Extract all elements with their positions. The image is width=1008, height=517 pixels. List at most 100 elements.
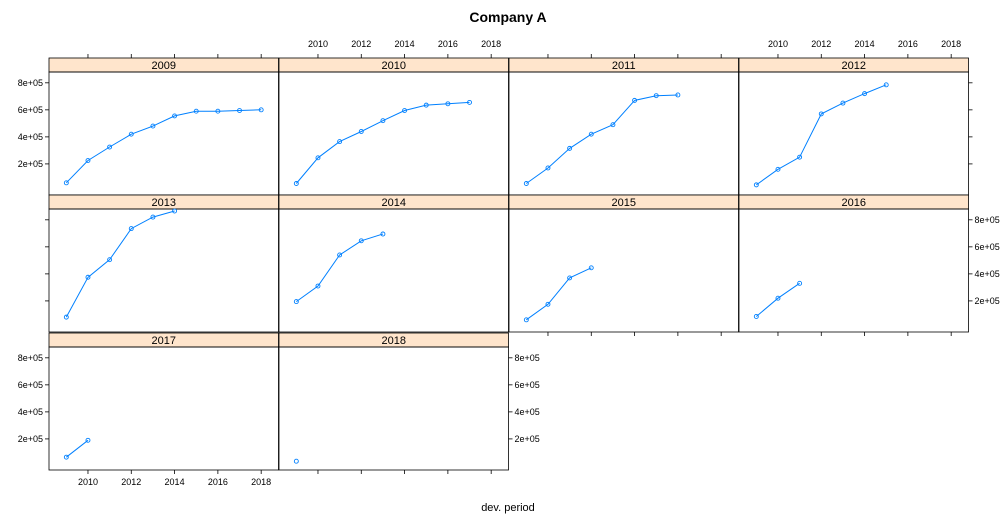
data-point-2010-2016	[445, 101, 451, 107]
data-point-2017-2010	[85, 437, 91, 443]
data-point-2014-2011	[337, 252, 343, 258]
y-tick-label-2009-1: 4e+05	[18, 132, 43, 142]
panel-strip-label-2013: 2013	[152, 197, 176, 209]
panel-frame-2011	[508, 71, 739, 196]
data-point-2012-2012	[818, 111, 824, 117]
panel-strip-label-2016: 2016	[842, 197, 866, 209]
data-point-2013-2011	[107, 257, 113, 263]
panel-strip-label-2017: 2017	[152, 335, 176, 347]
data-point-2010-2009	[293, 181, 299, 186]
data-point-2016-2010	[775, 295, 781, 301]
panel-frame-2012	[738, 71, 969, 196]
series-line-2010	[295, 101, 470, 184]
data-point-2010-2013	[380, 118, 386, 124]
panel-frame-2015	[508, 208, 739, 333]
data-point-2009-2016	[215, 108, 221, 114]
data-point-2012-2011	[797, 154, 803, 160]
data-point-2009-2009	[63, 180, 69, 186]
x-tick-label-top-2010-4: 2018	[481, 39, 501, 49]
series-line-2017	[65, 439, 89, 458]
data-point-2009-2017	[237, 108, 242, 113]
panel-strip-label-2018: 2018	[382, 335, 406, 347]
data-point-2016-2009	[753, 314, 759, 319]
data-point-2014-2009	[293, 299, 299, 305]
data-point-2011-2011	[567, 145, 573, 151]
data-point-2011-2014	[632, 97, 638, 103]
panel-frame-2018	[278, 346, 509, 471]
data-point-2009-2011	[107, 144, 113, 150]
data-point-2012-2010	[775, 166, 781, 172]
series-line-2016	[755, 282, 800, 317]
x-tick-label-bottom-2017-4: 2018	[251, 477, 271, 487]
y-tick-label-2009-2: 6e+05	[18, 105, 43, 115]
x-tick-label-top-2012-4: 2018	[941, 39, 961, 49]
data-point-2017-2009	[63, 454, 69, 460]
y-tick-label-2009-3: 8e+05	[18, 78, 43, 88]
panel-strip-label-2009: 2009	[152, 60, 176, 72]
data-point-2010-2017	[467, 99, 472, 105]
data-point-2012-2013	[840, 100, 846, 106]
data-point-2011-2012	[588, 131, 594, 137]
data-point-2014-2010	[315, 283, 321, 289]
data-point-2011-2009	[523, 181, 529, 186]
panel-frame-2016	[738, 208, 969, 333]
x-tick-label-bottom-2017-3: 2016	[208, 477, 228, 487]
data-point-2012-2014	[862, 91, 868, 97]
data-point-2012-2015	[883, 82, 889, 88]
data-point-2010-2010	[315, 155, 321, 161]
data-point-2013-2010	[85, 274, 91, 280]
data-point-2009-2014	[172, 113, 178, 119]
y-tick-label-2017-0: 2e+05	[18, 434, 43, 444]
data-point-2009-2015	[193, 108, 199, 114]
x-tick-label-top-2012-0: 2010	[768, 39, 788, 49]
series-line-2014	[296, 233, 384, 303]
y-tick-label-2017-2: 6e+05	[18, 380, 43, 390]
panel-strip-label-2015: 2015	[612, 197, 636, 209]
y-tick-label-right-2018-2: 6e+05	[515, 380, 540, 390]
panel-frame-2009	[48, 71, 279, 196]
data-point-2013-2014	[172, 208, 178, 214]
data-point-2013-2012	[128, 226, 134, 232]
data-point-2013-2013	[150, 214, 156, 220]
x-tick-label-top-2010-0: 2010	[308, 39, 328, 49]
data-point-2012-2009	[753, 182, 759, 188]
data-point-2015-2009	[523, 317, 529, 323]
y-tick-label-2017-1: 4e+05	[18, 407, 43, 417]
y-tick-label-right-2018-0: 2e+05	[515, 434, 540, 444]
data-point-2014-2012	[358, 238, 364, 244]
y-tick-label-right-2018-1: 4e+05	[515, 407, 540, 417]
data-point-2015-2011	[567, 275, 573, 281]
y-tick-label-right-2016-0: 2e+05	[975, 296, 1000, 306]
data-point-2015-2010	[545, 301, 551, 307]
panel-strip-label-2012: 2012	[842, 60, 866, 72]
chart-title: Company A	[469, 9, 546, 25]
y-tick-label-right-2018-3: 8e+05	[515, 353, 540, 363]
panel-frame-2014	[278, 208, 509, 333]
x-tick-label-top-2012-1: 2012	[811, 39, 831, 49]
data-point-2018-2009	[293, 458, 299, 464]
panel-strip-label-2011: 2011	[612, 60, 636, 72]
panels-group: 2009 2e+05 4e+05 6e+05 8e+05 2010 2010 2012 2014…	[18, 39, 1000, 487]
series-line-2009	[65, 109, 262, 184]
panel-strip-label-2014: 2014	[382, 197, 406, 209]
x-tick-label-top-2010-2: 2014	[395, 39, 415, 49]
x-tick-label-top-2012-2: 2014	[855, 39, 875, 49]
y-tick-label-2009-0: 2e+05	[18, 159, 43, 169]
x-tick-label-bottom-2017-0: 2010	[78, 477, 98, 487]
x-tick-label-bottom-2017-2: 2014	[165, 477, 185, 487]
data-point-2010-2011	[337, 139, 343, 145]
y-tick-label-right-2016-2: 6e+05	[975, 242, 1000, 252]
y-tick-label-2017-3: 8e+05	[18, 353, 43, 363]
panel-frame-2013	[48, 208, 279, 333]
data-point-2014-2013	[380, 231, 386, 237]
data-point-2009-2018	[258, 107, 264, 113]
y-tick-label-right-2016-1: 4e+05	[975, 269, 1000, 279]
panel-frame-2010	[278, 71, 509, 196]
x-tick-label-top-2012-3: 2016	[898, 39, 918, 49]
data-point-2010-2015	[423, 102, 429, 108]
data-point-2009-2010	[85, 158, 91, 163]
series-line-2012	[756, 84, 887, 186]
data-point-2009-2012	[128, 131, 134, 137]
data-point-2010-2014	[402, 108, 408, 113]
